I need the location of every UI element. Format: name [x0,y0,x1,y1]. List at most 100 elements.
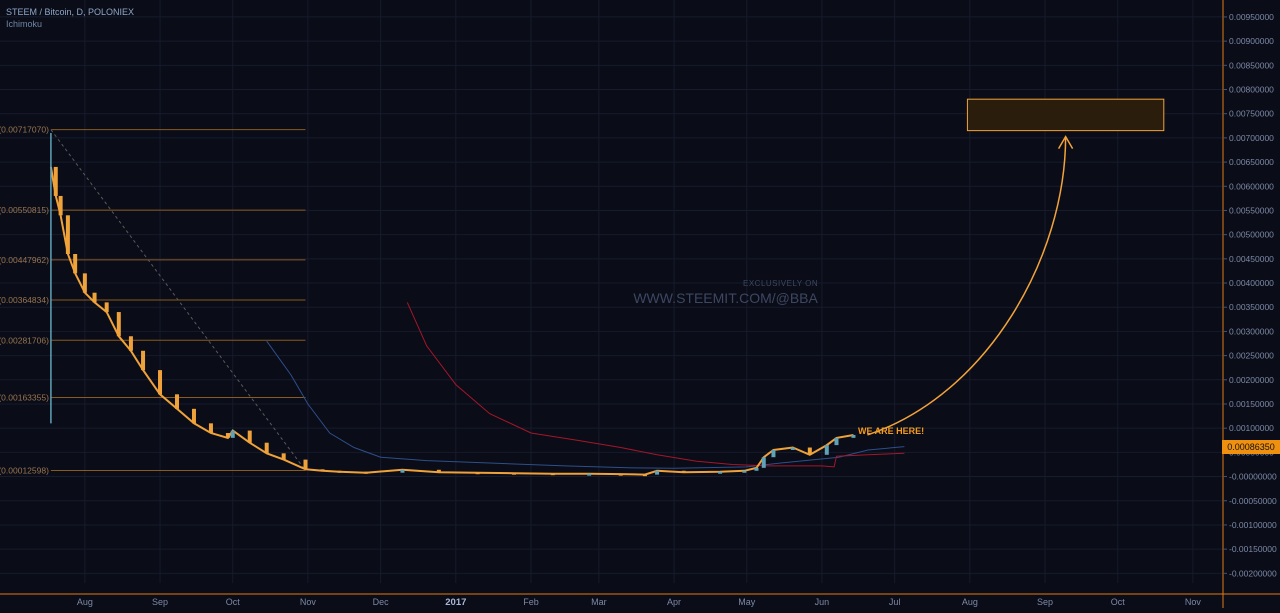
y-tick-label: 0.00850000 [1229,60,1274,70]
fib-level-label: 0.236(0.00550815) [0,205,49,215]
candle [65,215,70,255]
y-tick-label: 0.00600000 [1229,181,1274,191]
x-tick-label: Feb [523,597,539,607]
candle [225,433,230,438]
y-tick-label: 0.00400000 [1229,278,1274,288]
candle [642,474,647,477]
y-tick-label: 0.00150000 [1229,399,1274,409]
candle [158,370,163,395]
y-tick-label: -0.00100000 [1229,520,1277,530]
x-tick-label: Mar [591,597,607,607]
candle [230,430,235,438]
symbol-title[interactable]: STEEM / Bitcoin, D, POLONIEX [6,7,135,17]
candle [247,430,252,443]
y-tick-label: 0.00500000 [1229,230,1274,240]
x-tick-label: May [738,597,756,607]
x-tick-label: Jun [815,597,830,607]
x-tick-label: Aug [962,597,978,607]
y-tick-label: 0.00700000 [1229,133,1274,143]
x-tick-label: Oct [226,597,241,607]
x-tick-label: Aug [77,597,93,607]
candle [790,447,795,450]
candle [436,469,441,473]
candle [475,472,480,475]
y-tick-label: 0.00100000 [1229,423,1274,433]
candle [618,473,623,476]
y-tick-label: -0.00000000 [1229,472,1277,482]
x-tick-label: Sep [152,597,168,607]
fib-level-label: 1(0.00012598) [0,465,49,475]
candle [681,470,686,473]
candle [116,312,121,337]
forecast-arrowhead [1057,135,1074,150]
x-tick-label: Dec [373,597,390,607]
y-tick-label: -0.00150000 [1229,544,1277,554]
fib-level-label: 0(0.00717070) [0,125,49,135]
candle [655,470,660,475]
watermark-line2: WWW.STEEMIT.COM/@BBA [633,290,818,306]
y-tick-label: 0.00650000 [1229,157,1274,167]
fib-level-label: 0.382(0.00447962) [0,255,49,265]
candle [807,447,812,455]
watermark-line1: EXCLUSIVELY ON [743,279,819,288]
y-tick-label: 0.00750000 [1229,109,1274,119]
y-tick-label: 0.00300000 [1229,326,1274,336]
current-price-label: 0.00086350 [1222,440,1280,454]
candle [587,473,592,476]
chart-header: STEEM / Bitcoin, D, POLONIEX Ichimoku [6,6,134,30]
candle [82,273,87,293]
candle [550,473,555,476]
target-zone-box [966,98,1165,132]
candle [320,469,325,472]
fib-level-label: 0.5(0.00364834) [0,295,49,305]
fib-level-label: 0.618(0.00281706) [0,335,49,345]
y-tick-label: 0.00200000 [1229,375,1274,385]
candle [400,469,405,473]
candle [512,472,517,475]
candle [303,459,308,470]
candle [208,423,213,434]
y-tick-label: -0.00050000 [1229,496,1277,506]
candle [718,471,723,474]
candle [73,254,78,274]
candle [834,437,839,446]
ichimoku-senkou-line [406,302,905,468]
x-tick-label: Jul [889,597,901,607]
candle [761,457,766,468]
indicator-label[interactable]: Ichimoku [6,19,43,29]
y-tick-label: 0.00900000 [1229,36,1274,46]
forecast-arrow [867,136,1067,436]
candle [58,195,63,216]
annotation-we-are-here: WE ARE HERE! [858,426,925,436]
candle [191,408,196,424]
x-tick-label: Oct [1111,597,1126,607]
candle [754,467,759,471]
fib-trend-line [50,129,306,471]
candle [364,471,369,474]
y-tick-label: 0.00550000 [1229,205,1274,215]
candle [281,453,286,460]
x-tick-label: Apr [667,597,681,607]
candle [851,434,856,438]
y-tick-label: 0.00350000 [1229,302,1274,312]
x-tick-label: Nov [1185,597,1202,607]
candle [337,470,342,473]
candle [742,470,747,473]
y-tick-label: -0.00200000 [1229,568,1277,578]
watermark: EXCLUSIVELY ON WWW.STEEMIT.COM/@BBA [633,279,818,306]
x-tick-label: Sep [1037,597,1053,607]
candle [128,336,133,351]
candle [53,166,58,196]
candle [824,445,829,455]
candle [174,394,179,409]
candle [141,350,146,371]
candle [92,292,97,303]
y-tick-label: 0.00950000 [1229,12,1274,22]
y-tick-label: 0.00250000 [1229,351,1274,361]
ichimoku-kijun-line [266,340,905,469]
candle [771,449,776,458]
fib-level-label: 0.786(0.00163355) [0,393,49,403]
y-tick-label: 0.00450000 [1229,254,1274,264]
